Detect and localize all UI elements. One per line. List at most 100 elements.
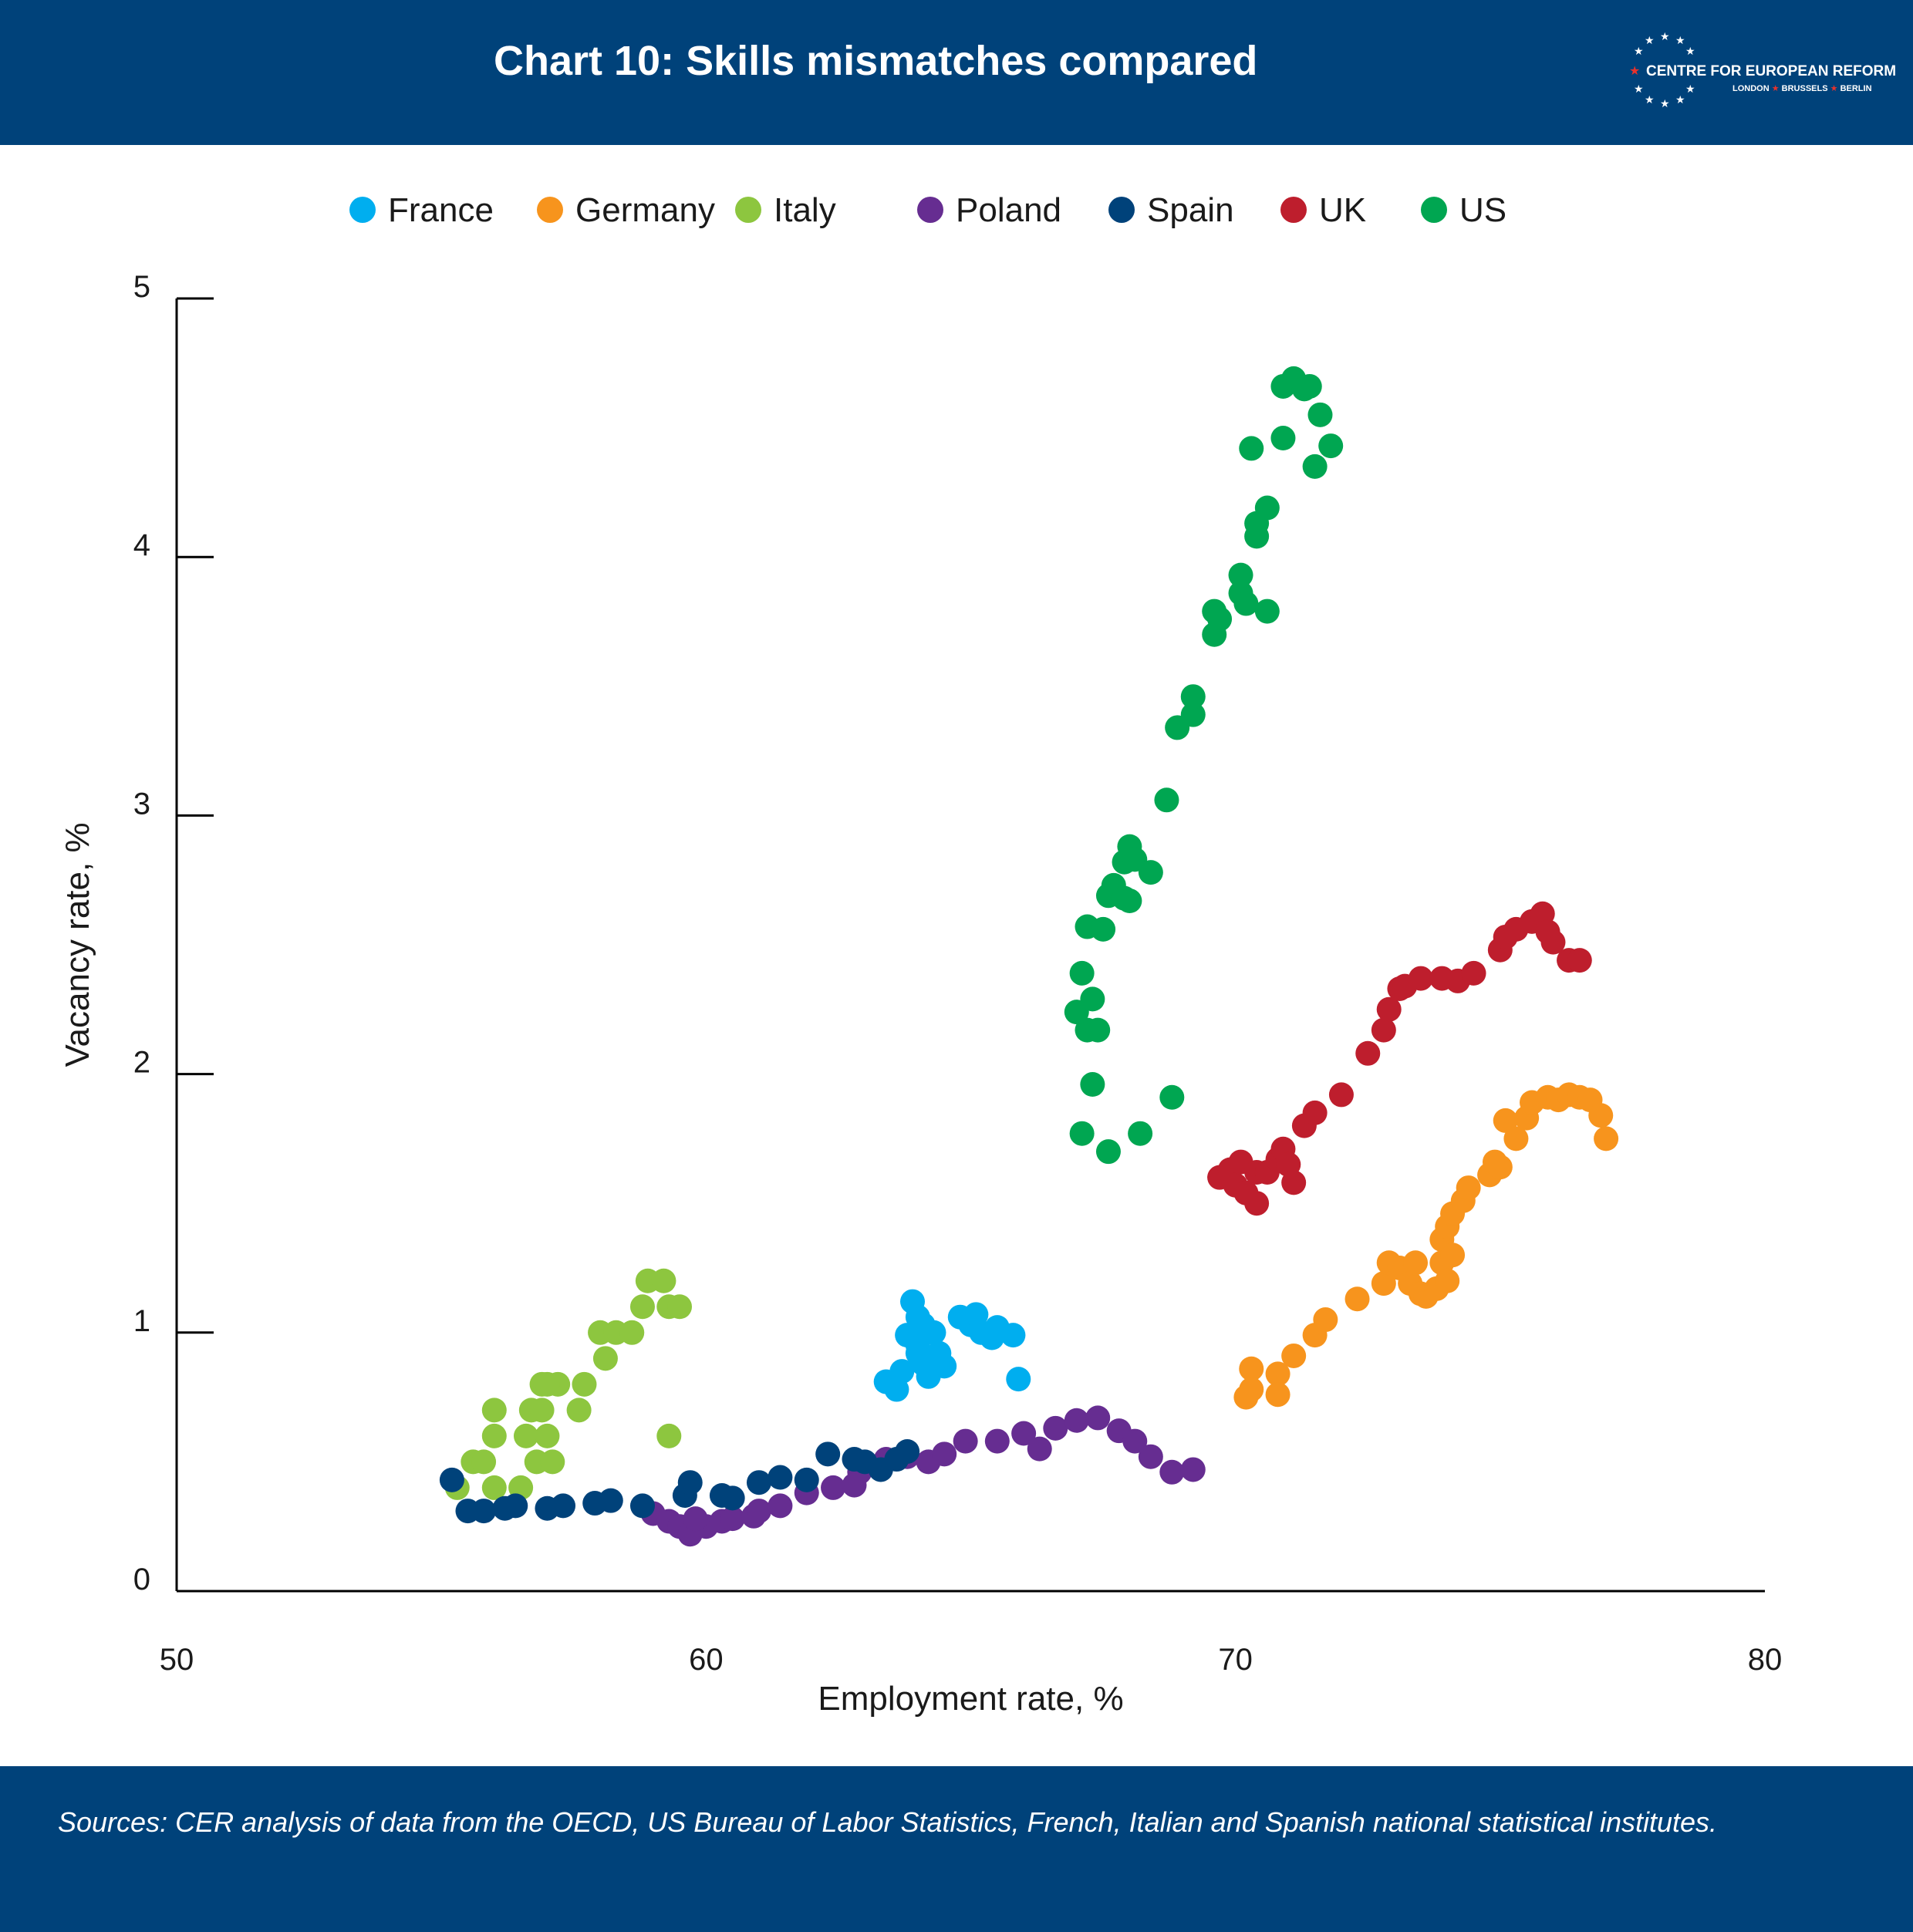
source-note: Sources: CER analysis of data from the O… bbox=[58, 1806, 1718, 1838]
svg-text:★: ★ bbox=[1634, 83, 1644, 96]
data-point-france bbox=[889, 1359, 915, 1384]
data-point-italy bbox=[629, 1294, 655, 1320]
x-tick-label: 80 bbox=[1748, 1643, 1783, 1677]
data-point-us bbox=[1254, 495, 1280, 521]
data-point-spain bbox=[551, 1493, 576, 1519]
data-point-spain bbox=[720, 1485, 745, 1511]
data-point-uk bbox=[1408, 966, 1433, 991]
data-point-us bbox=[1080, 1072, 1105, 1097]
svg-text:★: ★ bbox=[1645, 94, 1655, 106]
x-axis-label: Employment rate, % bbox=[818, 1680, 1123, 1718]
data-point-italy bbox=[481, 1423, 507, 1448]
data-point-us bbox=[1069, 1121, 1095, 1146]
svg-text:★: ★ bbox=[1660, 31, 1670, 43]
legend-marker-italy bbox=[735, 197, 761, 223]
x-tick-label: 60 bbox=[689, 1643, 724, 1677]
legend-marker-uk bbox=[1280, 197, 1307, 223]
data-point-us bbox=[1080, 986, 1105, 1012]
legend-label-italy: Italy bbox=[774, 191, 836, 229]
data-point-germany bbox=[1440, 1242, 1466, 1268]
data-point-poland bbox=[1064, 1408, 1089, 1433]
legend-label-germany: Germany bbox=[575, 191, 715, 229]
data-point-us bbox=[1117, 888, 1142, 914]
data-point-germany bbox=[1265, 1382, 1291, 1408]
data-point-us bbox=[1085, 1017, 1111, 1043]
y-tick-label: 2 bbox=[133, 1046, 150, 1080]
y-tick-label: 0 bbox=[133, 1563, 150, 1597]
data-point-us bbox=[1091, 916, 1116, 942]
data-point-us bbox=[1138, 860, 1163, 885]
data-point-spain bbox=[439, 1467, 464, 1492]
data-point-spain bbox=[598, 1488, 623, 1513]
data-point-uk bbox=[1244, 1191, 1270, 1216]
data-point-italy bbox=[572, 1371, 597, 1397]
data-point-us bbox=[1154, 787, 1179, 813]
data-point-germany bbox=[1594, 1126, 1619, 1151]
data-point-italy bbox=[619, 1320, 645, 1345]
data-point-italy bbox=[656, 1423, 682, 1448]
data-point-france bbox=[1006, 1367, 1031, 1392]
data-point-italy bbox=[471, 1449, 497, 1475]
legend-marker-us bbox=[1421, 197, 1447, 223]
data-point-uk bbox=[1328, 1082, 1354, 1108]
data-point-us bbox=[1318, 433, 1344, 459]
data-point-spain bbox=[746, 1470, 771, 1495]
logo: ★ ★ ★ ★ ★ ★ ★ ★ ★ ★ ★ CENTRE FOR EUROPEAN REFO… bbox=[1612, 31, 1896, 116]
data-point-italy bbox=[540, 1449, 565, 1475]
legend-label-uk: UK bbox=[1319, 191, 1366, 229]
data-point-poland bbox=[720, 1506, 745, 1532]
logo-city: BRUSSELS bbox=[1781, 84, 1828, 93]
data-point-spain bbox=[895, 1438, 920, 1464]
data-point-germany bbox=[1588, 1103, 1614, 1128]
y-axis-label: Vacancy rate, % bbox=[59, 822, 96, 1067]
legend-marker-france bbox=[349, 197, 376, 223]
legend-label-france: France bbox=[388, 191, 494, 229]
data-point-germany bbox=[1371, 1271, 1396, 1296]
data-point-germany bbox=[1487, 1155, 1513, 1180]
legend-marker-poland bbox=[917, 197, 943, 223]
data-point-italy bbox=[481, 1475, 507, 1500]
data-point-us bbox=[1302, 453, 1328, 479]
svg-text:★: ★ bbox=[1660, 98, 1670, 110]
data-point-france bbox=[905, 1333, 930, 1358]
data-point-us bbox=[1254, 598, 1280, 624]
data-point-us bbox=[1297, 373, 1322, 399]
data-point-germany bbox=[1493, 1108, 1518, 1133]
data-point-poland bbox=[984, 1428, 1010, 1454]
data-point-poland bbox=[932, 1441, 957, 1467]
data-point-poland bbox=[953, 1428, 978, 1454]
data-point-poland bbox=[1180, 1457, 1206, 1482]
data-point-poland bbox=[1011, 1421, 1037, 1446]
data-point-us bbox=[1128, 1121, 1153, 1146]
x-tick-label: 70 bbox=[1218, 1643, 1253, 1677]
data-point-poland bbox=[821, 1475, 846, 1500]
data-point-spain bbox=[629, 1493, 655, 1519]
data-point-italy bbox=[535, 1371, 560, 1397]
data-point-italy bbox=[535, 1423, 560, 1448]
svg-text:★: ★ bbox=[1685, 46, 1695, 58]
data-point-poland bbox=[746, 1499, 771, 1524]
data-point-germany bbox=[1344, 1286, 1370, 1312]
y-tick-label: 5 bbox=[133, 270, 150, 304]
chart-title: Chart 10: Skills mismatches compared bbox=[494, 38, 1258, 84]
data-point-germany bbox=[1403, 1250, 1429, 1276]
data-point-spain bbox=[471, 1499, 497, 1524]
data-point-uk bbox=[1540, 929, 1566, 955]
data-point-us bbox=[1207, 606, 1233, 632]
data-point-spain bbox=[677, 1470, 703, 1495]
data-point-italy bbox=[513, 1423, 538, 1448]
data-point-spain bbox=[768, 1465, 793, 1490]
svg-text:★: ★ bbox=[1685, 83, 1695, 96]
data-point-us bbox=[1069, 960, 1095, 986]
data-point-italy bbox=[667, 1294, 693, 1320]
data-point-italy bbox=[592, 1346, 618, 1371]
data-point-italy bbox=[566, 1398, 592, 1423]
data-point-poland bbox=[1138, 1444, 1163, 1469]
y-tick-label: 4 bbox=[133, 528, 150, 562]
data-point-us bbox=[1233, 591, 1259, 616]
data-point-poland bbox=[1027, 1436, 1052, 1462]
logo-stars-icon: ★ ★★ ★★ ★★ ★ ★★ ★ bbox=[1629, 31, 1695, 110]
legend-label-us: US bbox=[1459, 191, 1506, 229]
legend-label-spain: Spain bbox=[1147, 191, 1234, 229]
logo-cities: LONDON ★ BRUSSELS ★ BERLIN bbox=[1732, 84, 1872, 93]
